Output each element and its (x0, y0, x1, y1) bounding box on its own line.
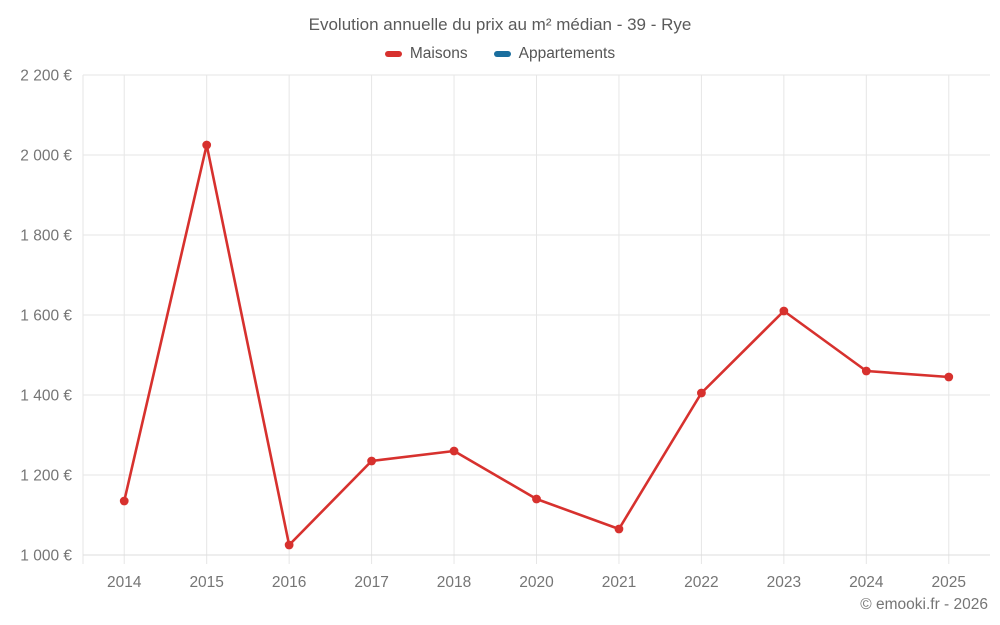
copyright-notice: © emooki.fr - 2026 (860, 596, 988, 613)
maisons-data-point[interactable] (697, 388, 706, 398)
maisons-data-point[interactable] (202, 140, 212, 150)
y-axis-tick-label: 2 000 € (20, 148, 72, 165)
legend-label-maisons: Maisons (409, 45, 468, 62)
x-axis-tick-label: 2022 (684, 574, 718, 591)
x-axis-tick-label: 2023 (767, 574, 801, 591)
y-axis-tick-label: 1 600 € (20, 308, 72, 325)
y-axis-tick-label: 1 000 € (20, 548, 72, 565)
x-axis-tick-label: 2020 (519, 574, 554, 591)
x-axis-tick-label: 2025 (932, 574, 966, 591)
legend-item-appartements[interactable]: Appartements (493, 45, 616, 63)
maisons-data-point[interactable] (532, 494, 541, 504)
legend: Maisons Appartements (0, 45, 1000, 63)
x-axis-tick-label: 2015 (189, 574, 223, 591)
x-axis-tick-label: 2016 (272, 574, 306, 591)
legend-item-maisons[interactable]: Maisons (384, 45, 468, 63)
maisons-data-point[interactable] (944, 372, 954, 382)
maisons-data-point[interactable] (119, 496, 129, 506)
maisons-data-point[interactable] (861, 366, 871, 376)
maisons-data-point[interactable] (614, 524, 624, 534)
x-axis-tick-label: 2018 (437, 574, 471, 591)
maisons-data-point[interactable] (449, 446, 459, 456)
maisons-data-point[interactable] (367, 456, 376, 466)
appartements-series-swatch-icon (493, 51, 511, 57)
maisons-data-point[interactable] (779, 306, 789, 316)
maisons-data-point[interactable] (284, 540, 294, 550)
maisons-series-swatch-icon (384, 51, 402, 57)
y-axis-tick-label: 1 200 € (20, 468, 72, 485)
y-axis-tick-label: 1 800 € (20, 228, 72, 245)
y-axis-tick-label: 2 200 € (20, 68, 72, 85)
x-axis-tick-label: 2021 (602, 574, 636, 591)
legend-label-appartements: Appartements (518, 45, 616, 62)
y-axis-tick-label: 1 400 € (20, 388, 72, 405)
chart-title: Evolution annuelle du prix au m² médian … (308, 15, 692, 34)
x-axis-tick-label: 2024 (849, 574, 884, 591)
x-axis-tick-label: 2014 (107, 574, 142, 591)
x-axis-tick-label: 2017 (354, 574, 388, 591)
